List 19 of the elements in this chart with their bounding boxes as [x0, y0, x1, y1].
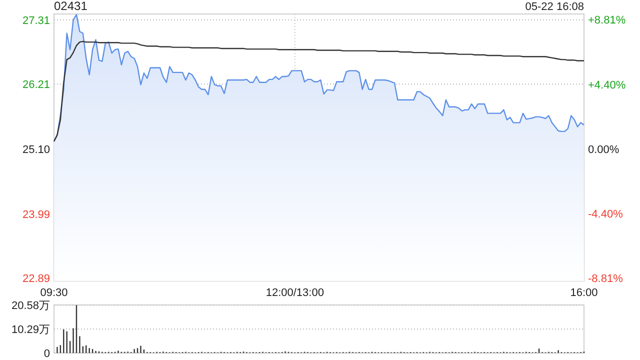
y2-tick-label: -4.40% — [588, 208, 624, 221]
y-tick-label: 20.58万 — [11, 300, 50, 312]
y-tick-label: 10.29万 — [11, 324, 50, 336]
line-series — [53, 40, 585, 142]
x-tick-label: 09:30 — [40, 287, 68, 299]
text: 05-22 16:08 — [525, 1, 584, 13]
y2-tick-label: +8.81% — [588, 14, 626, 27]
x-tick-label: 12:00/13:00 — [266, 287, 324, 299]
chart-title: 02431 — [54, 0, 88, 13]
y2-tick-label: 0.00% — [588, 144, 620, 156]
y-tick-label: 0 — [44, 348, 50, 360]
y-tick-label: 25.10 — [22, 144, 50, 156]
y-tick-label: 26.21 — [22, 79, 50, 92]
y-tick-label: 23.99 — [22, 208, 50, 221]
y2-tick-label: -8.81% — [588, 273, 624, 286]
x-tick-label: 16:00 — [570, 287, 598, 299]
y-tick-label: 27.31 — [22, 14, 50, 27]
y2-tick-label: +4.40% — [588, 79, 626, 92]
y-tick-label: 22.89 — [22, 273, 50, 286]
